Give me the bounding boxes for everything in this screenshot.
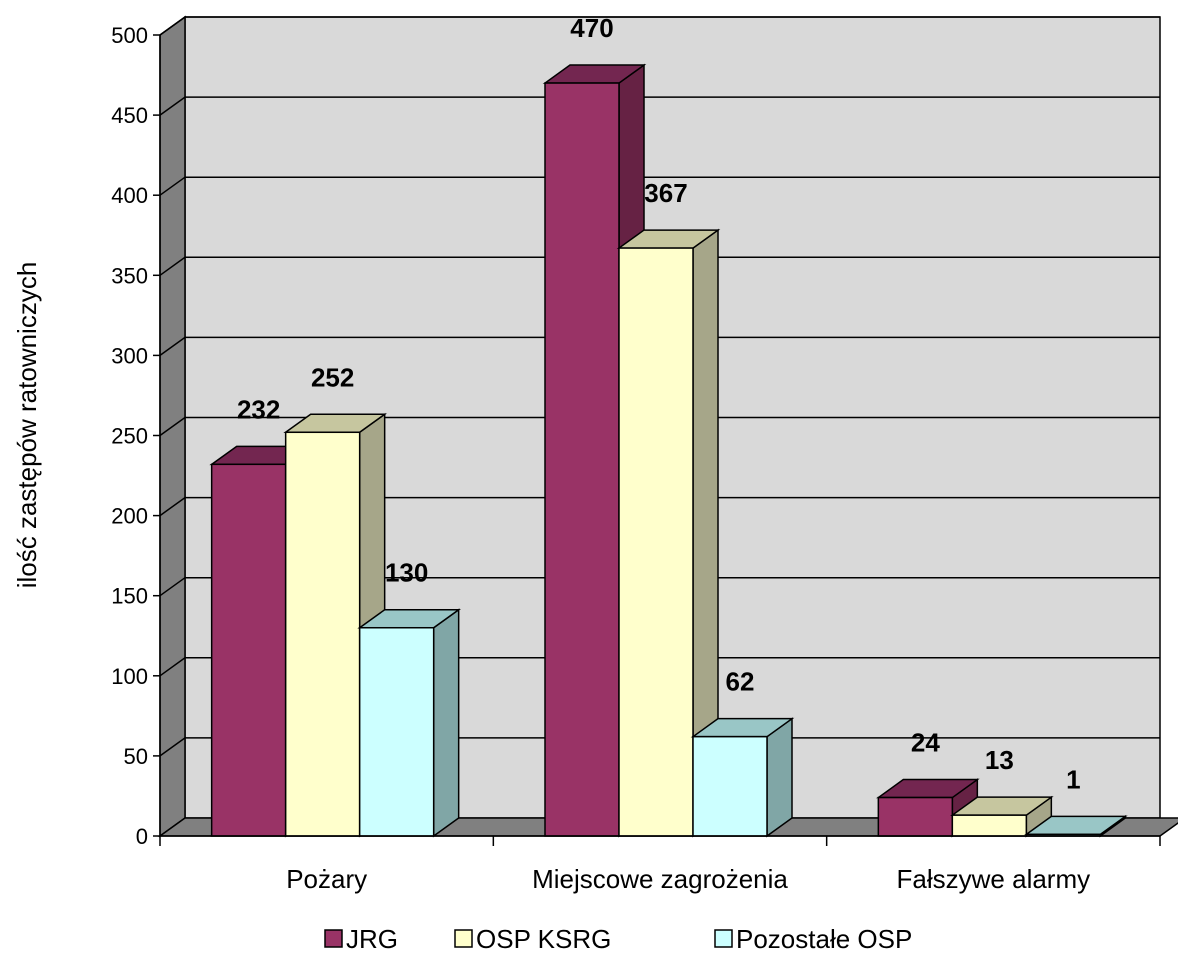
x-axis: Pożary Miejscowe zagrożenia Fałszywe alarm… [159, 835, 1161, 894]
data-label: 1 [1066, 764, 1080, 794]
data-label: 252 [311, 362, 354, 392]
y-tick-label: 50 [124, 744, 148, 769]
data-label: 62 [726, 667, 755, 697]
y-tick-label: 400 [111, 183, 148, 208]
y-axis-title: ilość zastępów ratowniczych [12, 262, 42, 589]
data-label: 130 [385, 558, 428, 588]
y-tick-label: 100 [111, 664, 148, 689]
y-axis: 0 50 100 150 200 250 300 350 400 450 500 [111, 23, 161, 849]
y-tick-label: 250 [111, 424, 148, 449]
x-tick-label: Pożary [286, 864, 367, 894]
x-tick-label: Fałszywe alarmy [897, 864, 1091, 894]
legend-label: JRG [346, 924, 398, 954]
y-tick-label: 500 [111, 23, 148, 48]
bar [692, 735, 768, 837]
gridline [159, 336, 1160, 357]
bar [210, 463, 287, 837]
data-labels: 232 252 130 470 367 62 24 13 1 [237, 13, 1081, 794]
gridline [159, 576, 1160, 597]
y-tick-label: 300 [111, 343, 148, 368]
y-tick-label: 150 [111, 584, 148, 609]
bar [877, 796, 954, 837]
data-label: 24 [911, 728, 940, 758]
gridline [159, 416, 1160, 437]
legend-swatch [324, 929, 343, 948]
bar [618, 247, 694, 837]
data-label: 367 [644, 178, 687, 208]
gridline [159, 176, 1160, 196]
gridlines [159, 16, 1160, 757]
gridline [159, 657, 1160, 677]
data-label: 470 [570, 13, 613, 43]
y-tick-label: 0 [136, 824, 148, 849]
y-tick-label: 200 [111, 504, 148, 529]
legend-swatch [454, 929, 473, 948]
legend-label: OSP KSRG [476, 924, 611, 954]
y-tick-label: 450 [111, 103, 148, 128]
bar-side [432, 608, 460, 838]
gridline [159, 737, 1160, 757]
legend: JRG OSP KSRG Pozostałe OSP [324, 924, 912, 954]
bar [284, 431, 361, 837]
legend-label: Pozostałe OSP [736, 924, 912, 954]
bar [544, 82, 620, 837]
bar [951, 814, 1028, 837]
bar [358, 626, 435, 837]
gridline [159, 256, 1160, 276]
gridline [159, 16, 1160, 36]
legend-swatch [714, 929, 733, 948]
x-tick-label: Miejscowe zagrożenia [532, 864, 788, 894]
bars [209, 63, 1128, 838]
gridline [159, 96, 1160, 116]
y-tick-label: 350 [111, 263, 148, 288]
data-label: 13 [985, 745, 1014, 775]
data-label: 232 [237, 394, 280, 424]
bar-side [766, 717, 793, 838]
gridline [159, 496, 1160, 517]
